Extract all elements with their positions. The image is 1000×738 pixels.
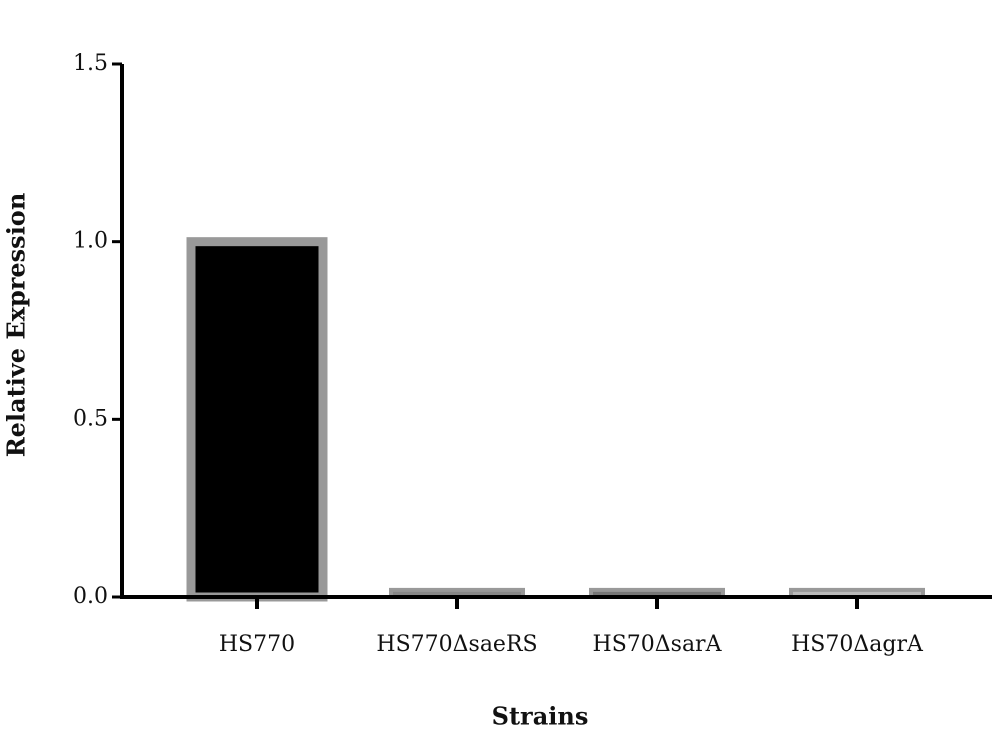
x-tick-label: HS70ΔagrA — [791, 632, 924, 657]
y-tick-label: 1.5 — [73, 51, 108, 76]
x-tick-label: HS770 — [219, 632, 295, 657]
y-tick-label: 0.5 — [73, 406, 108, 431]
bar — [186, 237, 328, 602]
y-tick-label: 0.0 — [73, 584, 108, 609]
y-tick-label: 1.0 — [73, 229, 108, 254]
x-tick-label: HS70ΔsarA — [593, 632, 723, 657]
y-axis-title: Relative Expression — [2, 193, 31, 458]
x-axis-title: Strains — [492, 702, 589, 731]
x-tick-label: HS770ΔsaeRS — [376, 632, 537, 657]
